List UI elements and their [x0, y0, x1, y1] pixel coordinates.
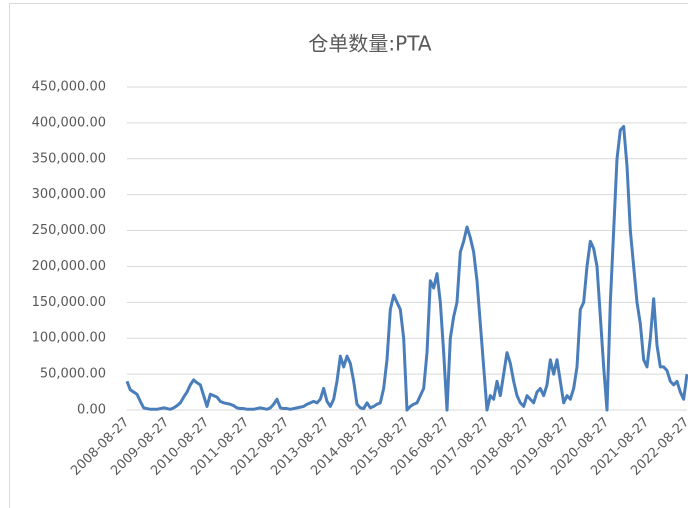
y-tick-label: 150,000.00 — [32, 295, 106, 310]
y-tick-label: 50,000.00 — [40, 367, 106, 382]
chart-title: 仓单数量:PTA — [308, 32, 431, 56]
y-tick-label: 450,000.00 — [32, 80, 106, 95]
y-tick-label: 350,000.00 — [32, 151, 106, 166]
chart-frame — [9, 3, 688, 508]
y-tick-label: 400,000.00 — [32, 115, 106, 130]
data-line — [125, 124, 688, 412]
y-tick-label: 250,000.00 — [32, 223, 106, 238]
y-tick-label: 200,000.00 — [32, 259, 106, 274]
y-tick-label: 100,000.00 — [32, 331, 106, 346]
y-tick-label: 0.00 — [77, 403, 106, 418]
y-tick-label: 300,000.00 — [32, 187, 106, 202]
